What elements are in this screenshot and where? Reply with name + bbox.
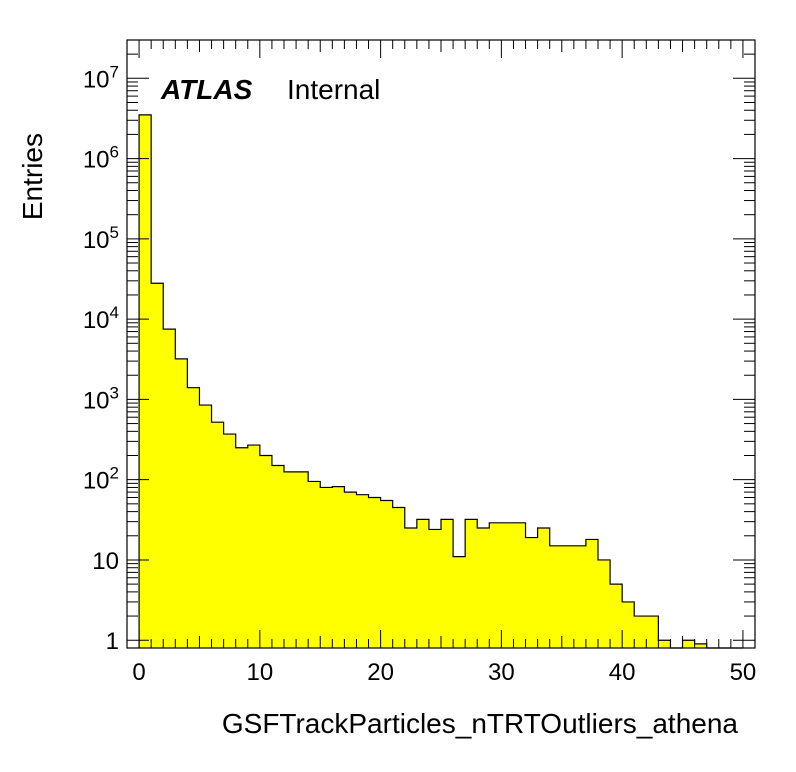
y-tick-label: 10 [92,548,119,575]
x-tick-label: 50 [730,659,757,686]
plot-border [126,39,756,649]
x-tick-labels: 0 10 20 30 40 50 [132,659,756,686]
y-tick-label: 106 [83,143,119,174]
x-tick-label: 10 [246,659,273,686]
y-ticks [127,39,755,641]
x-ticks [138,40,744,648]
y-tick-label: 102 [83,464,119,495]
x-axis-title: GSFTrackParticles_nTRTOutliers_athena [222,708,739,739]
histogram-fill [139,114,707,648]
x-tick-label: 30 [488,659,515,686]
y-tick-label: 104 [83,303,119,334]
y-tick-label: 1 [106,628,119,655]
y-tick-label: 105 [83,223,119,254]
y-tick-labels: 1 10 102 103 104 105 106 107 [83,62,119,655]
x-tick-label: 20 [367,659,394,686]
y-tick-label: 107 [83,62,119,93]
atlas-label: ATLAS [160,74,253,105]
y-axis-title: Entries [17,133,48,220]
histogram-outline [138,114,743,649]
internal-label: Internal [287,74,380,105]
x-tick-label: 40 [609,659,636,686]
y-tick-label: 103 [83,383,119,414]
x-tick-label: 0 [132,659,145,686]
